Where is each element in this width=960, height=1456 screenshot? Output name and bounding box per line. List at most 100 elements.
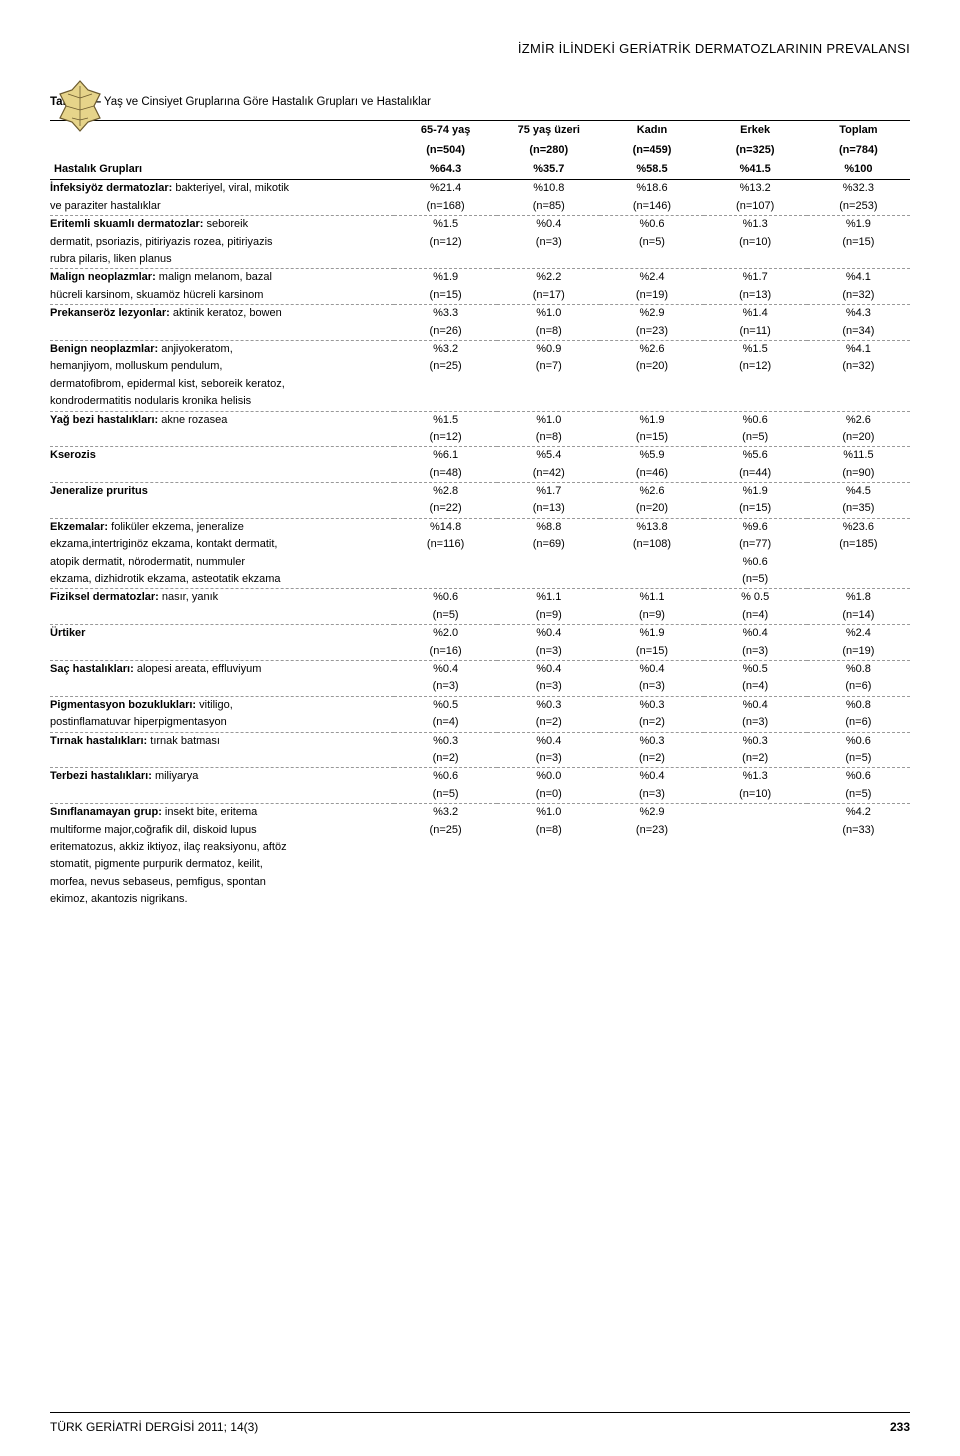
cell-value: %1.4 (704, 305, 807, 323)
row-label-text: hemanjiyom, molluskum pendulum, (50, 360, 222, 372)
cell-value: %0.6 (807, 732, 910, 750)
cell-value: (n=4) (704, 607, 807, 625)
cell-value: %0.4 (600, 768, 703, 786)
row-label-bold: Terbezi hastalıkları: (50, 770, 152, 782)
row-label-bold: Malign neoplazmlar: (50, 271, 156, 283)
row-label: Saç hastalıkları: alopesi areata, effluv… (50, 661, 394, 679)
row-label: ekzama, dizhidrotik ekzama, asteotatik e… (50, 571, 394, 589)
cell-value: %0.4 (497, 216, 600, 234)
cell-value (807, 856, 910, 873)
row-label-text: ekimoz, akantozis nigrikans. (50, 893, 188, 905)
table-row: (n=5)(n=0)(n=3)(n=10)(n=5) (50, 786, 910, 804)
table-row: Saç hastalıkları: alopesi areata, effluv… (50, 661, 910, 679)
table-row: Benign neoplazmlar: anjiyokeratom,%3.2%0… (50, 340, 910, 358)
cell-value: %2.4 (807, 625, 910, 643)
cell-value: (n=168) (394, 198, 497, 216)
table-row: Kserozis%6.1%5.4%5.9%5.6%11.5 (50, 447, 910, 465)
row-label: Kserozis (50, 447, 394, 465)
cell-value: (n=3) (600, 786, 703, 804)
cell-value: (n=16) (394, 643, 497, 661)
row-label: kondrodermatitis nodularis kronika helis… (50, 393, 394, 411)
row-label-text: rubra pilaris, liken planus (50, 253, 172, 265)
cell-value: (n=2) (394, 750, 497, 768)
cell-value: (n=20) (600, 358, 703, 375)
table-header: 65-74 yaş 75 yaş üzeri Kadın Erkek Topla… (50, 121, 910, 180)
table-row: ekimoz, akantozis nigrikans. (50, 891, 910, 908)
cell-value (807, 251, 910, 269)
row-label-text: hücreli karsinom, skuamöz hücreli karsin… (50, 289, 263, 301)
cell-value: (n=23) (600, 822, 703, 839)
row-label: Terbezi hastalıkları: miliyarya (50, 768, 394, 786)
cell-value: %1.9 (600, 411, 703, 429)
table-caption-text: Yaş ve Cinsiyet Gruplarına Göre Hastalık… (101, 96, 431, 108)
cell-value: %1.3 (704, 768, 807, 786)
row-label-text: ekzama, dizhidrotik ekzama, asteotatik e… (50, 573, 281, 585)
cell-value: %8.8 (497, 518, 600, 536)
cell-value: %10.8 (497, 180, 600, 198)
row-header-label: Hastalık Grupları (50, 160, 394, 180)
row-label: ekimoz, akantozis nigrikans. (50, 891, 394, 908)
cell-value: (n=3) (497, 750, 600, 768)
row-label: eritematozus, akkiz iktiyoz, ilaç reaksi… (50, 839, 394, 856)
cell-value (497, 571, 600, 589)
row-label: Jeneralize pruritus (50, 483, 394, 501)
row-label-bold: Kserozis (50, 449, 96, 461)
cell-value: (n=3) (497, 678, 600, 696)
cell-value (497, 393, 600, 411)
cell-value: (n=108) (600, 536, 703, 553)
table-row: (n=48)(n=42)(n=46)(n=44)(n=90) (50, 465, 910, 483)
cell-value: %5.9 (600, 447, 703, 465)
table-row: (n=12)(n=8)(n=15)(n=5)(n=20) (50, 429, 910, 447)
cell-value: (n=3) (497, 234, 600, 251)
cell-value: %0.5 (704, 661, 807, 679)
row-label: Yağ bezi hastalıkları: akne rozasea (50, 411, 394, 429)
table-row: morfea, nevus sebaseus, pemfigus, sponta… (50, 874, 910, 891)
row-label: rubra pilaris, liken planus (50, 251, 394, 269)
table-row: Sınıflanamayan grup: insekt bite, eritem… (50, 804, 910, 822)
cell-value: (n=5) (807, 750, 910, 768)
cell-value: (n=3) (497, 643, 600, 661)
row-label-text: insekt bite, eritema (162, 806, 257, 818)
cell-value (394, 571, 497, 589)
row-label (50, 643, 394, 661)
table-row: dermatit, psoriazis, pitiriyazis rozea, … (50, 234, 910, 251)
cell-value (600, 251, 703, 269)
cell-value: (n=19) (807, 643, 910, 661)
row-label-text: nasır, yanık (159, 591, 218, 603)
cell-value (807, 554, 910, 571)
cell-value: (n=5) (807, 786, 910, 804)
row-label: morfea, nevus sebaseus, pemfigus, sponta… (50, 874, 394, 891)
row-label-bold: Saç hastalıkları: (50, 663, 134, 675)
cell-value (497, 376, 600, 393)
cell-value: %1.7 (704, 269, 807, 287)
page-footer: TÜRK GERİATRİ DERGİSİ 2011; 14(3) 233 (50, 1412, 910, 1436)
row-label-bold: Pigmentasyon bozuklukları: (50, 699, 196, 711)
cell-value: %0.4 (704, 696, 807, 714)
row-label: dermatofibrom, epidermal kist, seboreik … (50, 376, 394, 393)
table-row: (n=26)(n=8)(n=23)(n=11)(n=34) (50, 323, 910, 341)
col-header-pct: %41.5 (704, 160, 807, 180)
cell-value: %1.1 (600, 589, 703, 607)
cell-value: (n=90) (807, 465, 910, 483)
cell-value: %0.6 (394, 589, 497, 607)
cell-value: %4.1 (807, 340, 910, 358)
cell-value: %4.2 (807, 804, 910, 822)
row-label (50, 465, 394, 483)
cell-value: (n=85) (497, 198, 600, 216)
cell-value (704, 839, 807, 856)
cell-value (704, 856, 807, 873)
cell-value (497, 856, 600, 873)
row-label: Benign neoplazmlar: anjiyokeratom, (50, 340, 394, 358)
row-label: atopik dermatit, nörodermatit, nummuler (50, 554, 394, 571)
table-body: İnfeksiyöz dermatozlar: bakteriyel, vira… (50, 180, 910, 909)
cell-value: %0.4 (497, 732, 600, 750)
row-label-text: eritematozus, akkiz iktiyoz, ilaç reaksi… (50, 841, 287, 853)
cell-value: %3.3 (394, 305, 497, 323)
cell-value (704, 891, 807, 908)
cell-value: (n=9) (497, 607, 600, 625)
table-row: Pigmentasyon bozuklukları: vitiligo,%0.5… (50, 696, 910, 714)
cell-value (394, 554, 497, 571)
cell-value: (n=19) (600, 287, 703, 305)
row-label-text: aktinik keratoz, bowen (170, 307, 282, 319)
row-label: Malign neoplazmlar: malign melanom, baza… (50, 269, 394, 287)
